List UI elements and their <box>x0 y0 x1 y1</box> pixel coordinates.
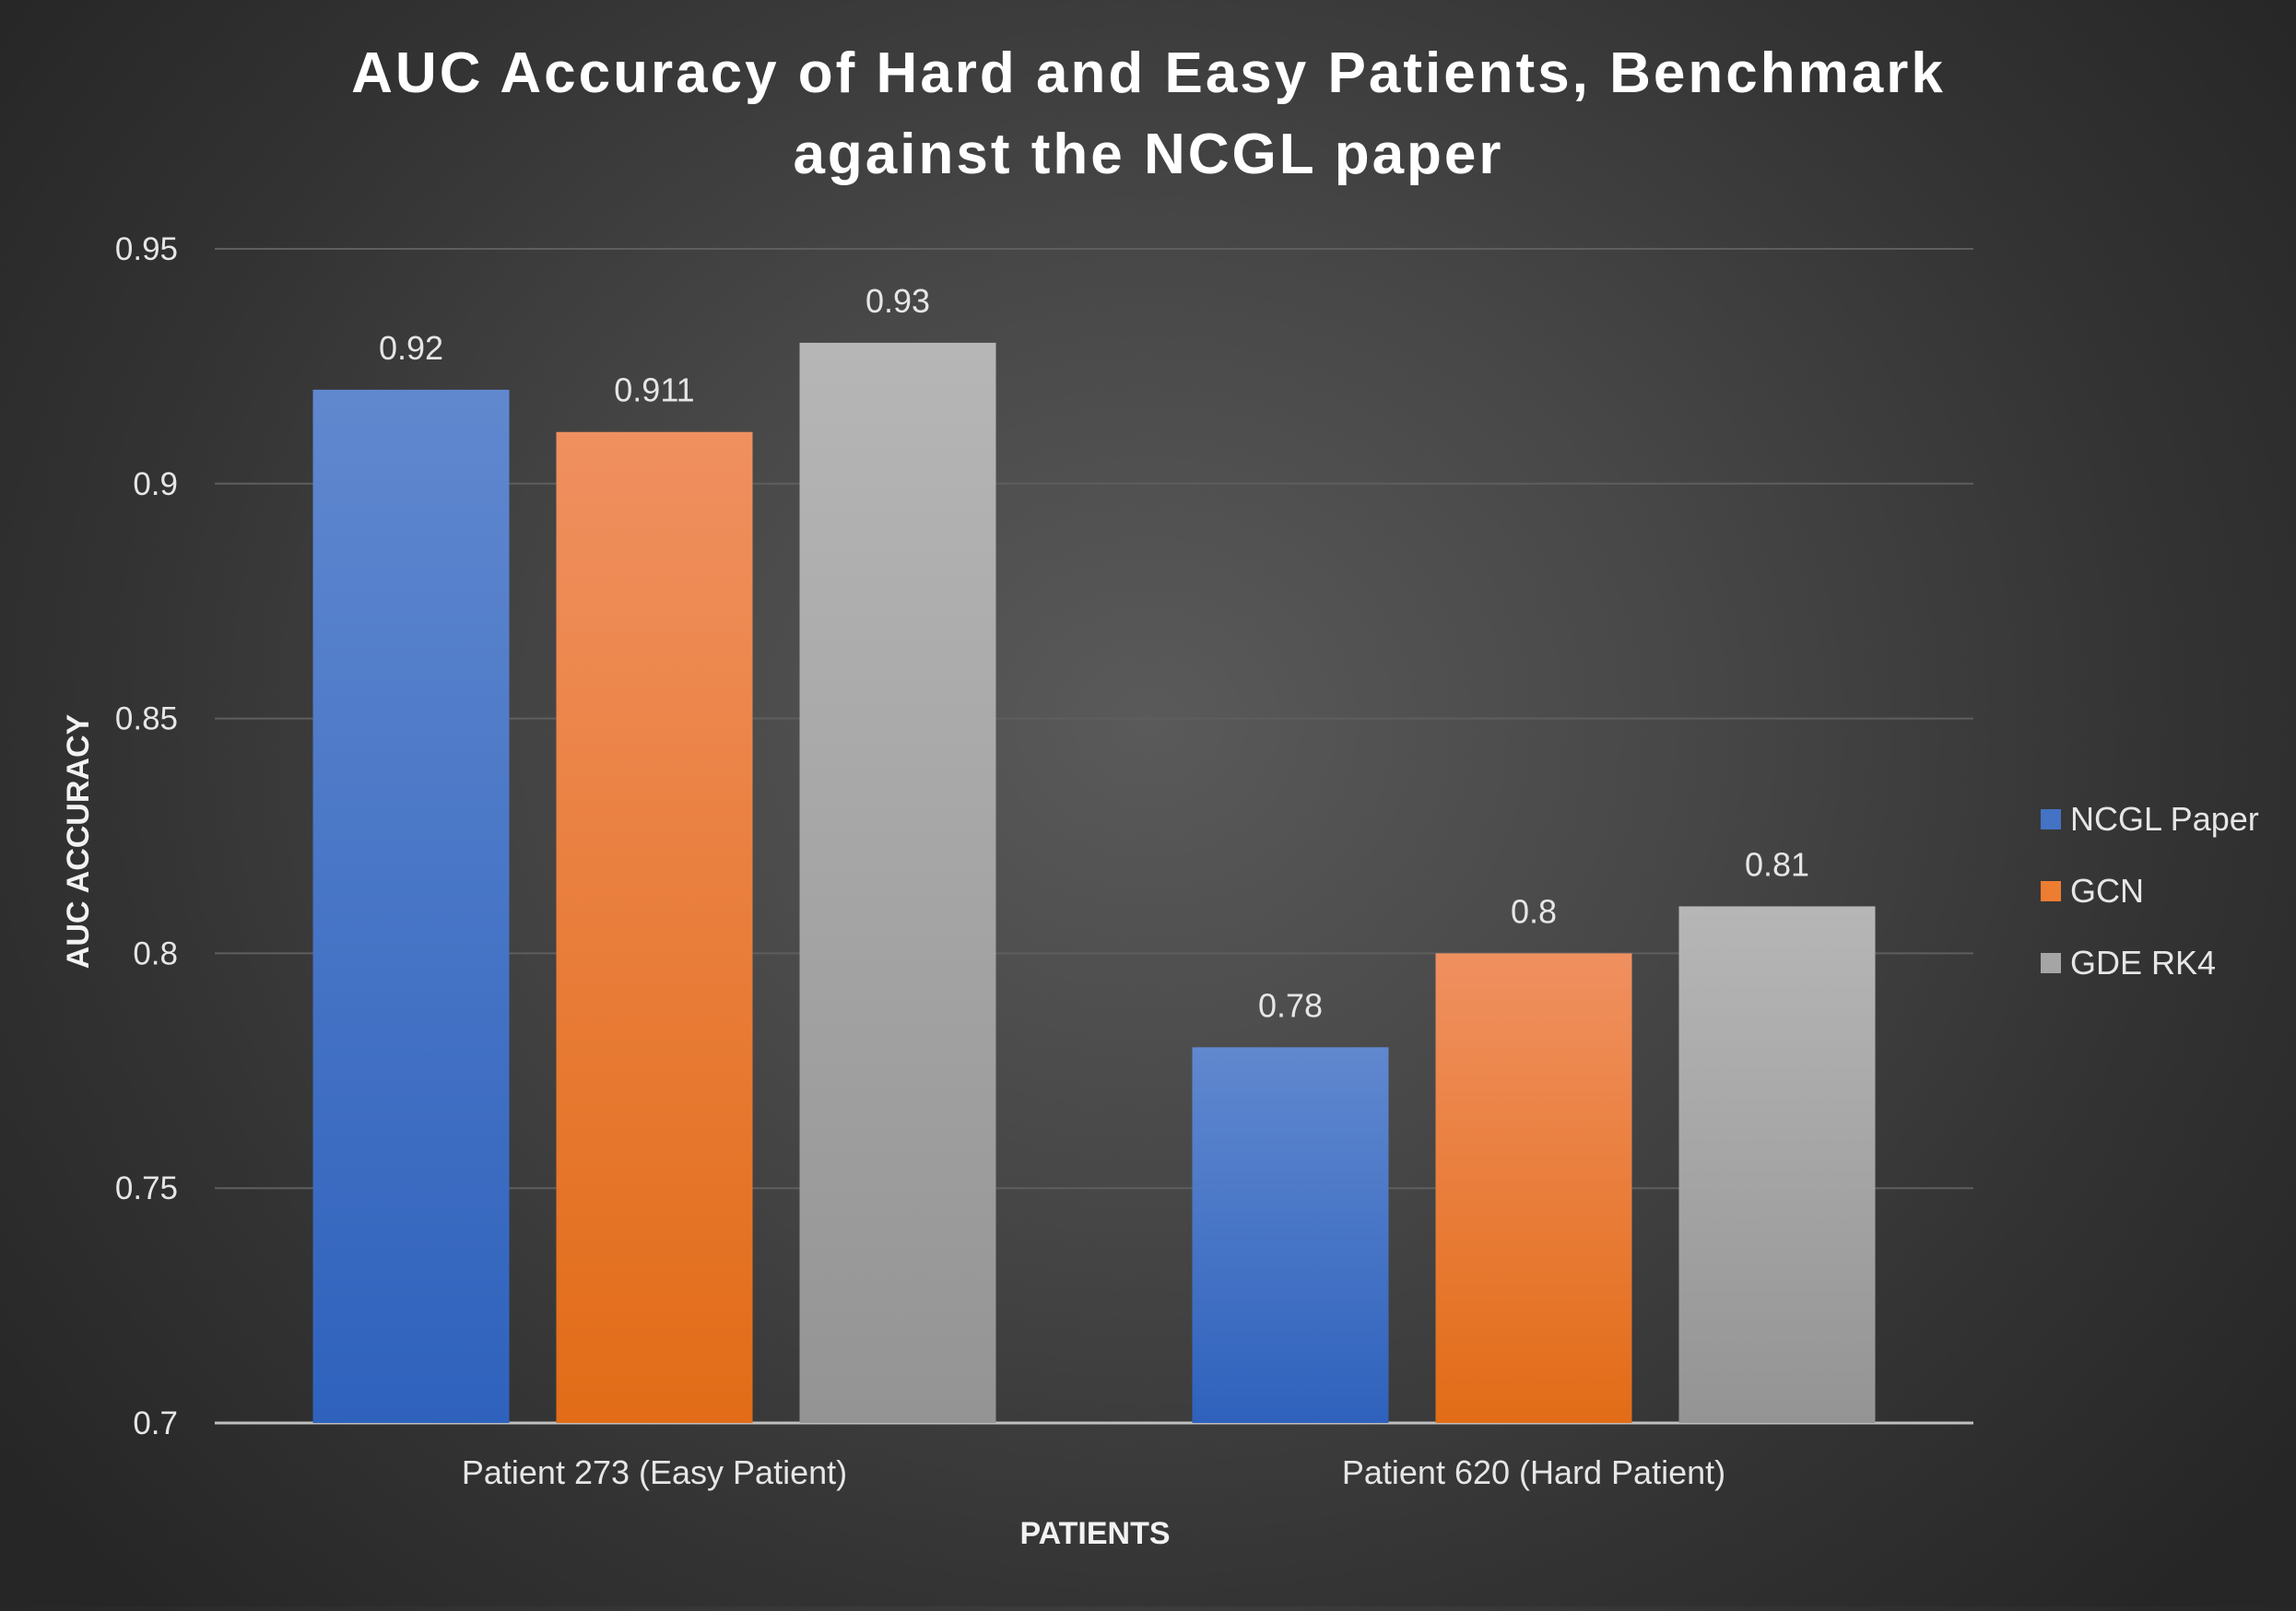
legend-swatch <box>2041 953 2061 973</box>
legend-label: NCGL Paper <box>2070 800 2259 838</box>
legend-label: GDE RK4 <box>2070 944 2216 982</box>
x-tick-label: Patient 273 (Easy Patient) <box>462 1453 847 1491</box>
y-axis-label: AUC ACCURACY <box>61 713 96 969</box>
bar-ncgl-paper-1 <box>312 389 510 1423</box>
legend-swatch <box>2041 809 2061 829</box>
chart-title-line-2: against the NCGL paper <box>793 123 1503 186</box>
y-tick-label: 0.95 <box>115 231 178 267</box>
y-tick-label: 0.8 <box>133 935 178 971</box>
y-tick-label: 0.7 <box>133 1405 178 1441</box>
y-axis-ticks: 0.7 0.75 0.8 0.85 0.9 0.95 <box>115 231 178 1441</box>
bar-gde-rk4-1 <box>799 342 996 1423</box>
data-label: 0.92 <box>379 329 443 367</box>
bar-ncgl-paper-2 <box>1192 1047 1389 1423</box>
y-tick-label: 0.9 <box>133 466 178 502</box>
y-tick-label: 0.75 <box>115 1170 178 1206</box>
data-label: 0.911 <box>614 371 694 409</box>
bar-gcn-1 <box>556 431 753 1423</box>
bar-gcn-2 <box>1435 953 1632 1423</box>
data-label: 0.81 <box>1745 845 1809 883</box>
data-labels: 0.92 0.911 0.93 0.78 0.8 0.81 <box>379 282 1809 1024</box>
x-axis-ticks: Patient 273 (Easy Patient) Patient 620 (H… <box>462 1453 1725 1491</box>
x-axis-label: PATIENTS <box>1019 1516 1170 1551</box>
bar-gde-rk4-2 <box>1678 906 1876 1423</box>
data-label: 0.8 <box>1511 892 1557 930</box>
legend-label: GCN <box>2070 872 2144 910</box>
bars <box>312 342 1876 1423</box>
legend: NCGL Paper GCN GDE RK4 <box>2041 800 2259 982</box>
legend-swatch <box>2041 881 2061 901</box>
data-label: 0.93 <box>865 282 930 320</box>
data-label: 0.78 <box>1258 986 1323 1024</box>
y-tick-label: 0.85 <box>115 701 178 737</box>
chart-title-line-1: AUC Accuracy of Hard and Easy Patients, … <box>351 41 1946 105</box>
x-tick-label: Patient 620 (Hard Patient) <box>1342 1453 1725 1491</box>
